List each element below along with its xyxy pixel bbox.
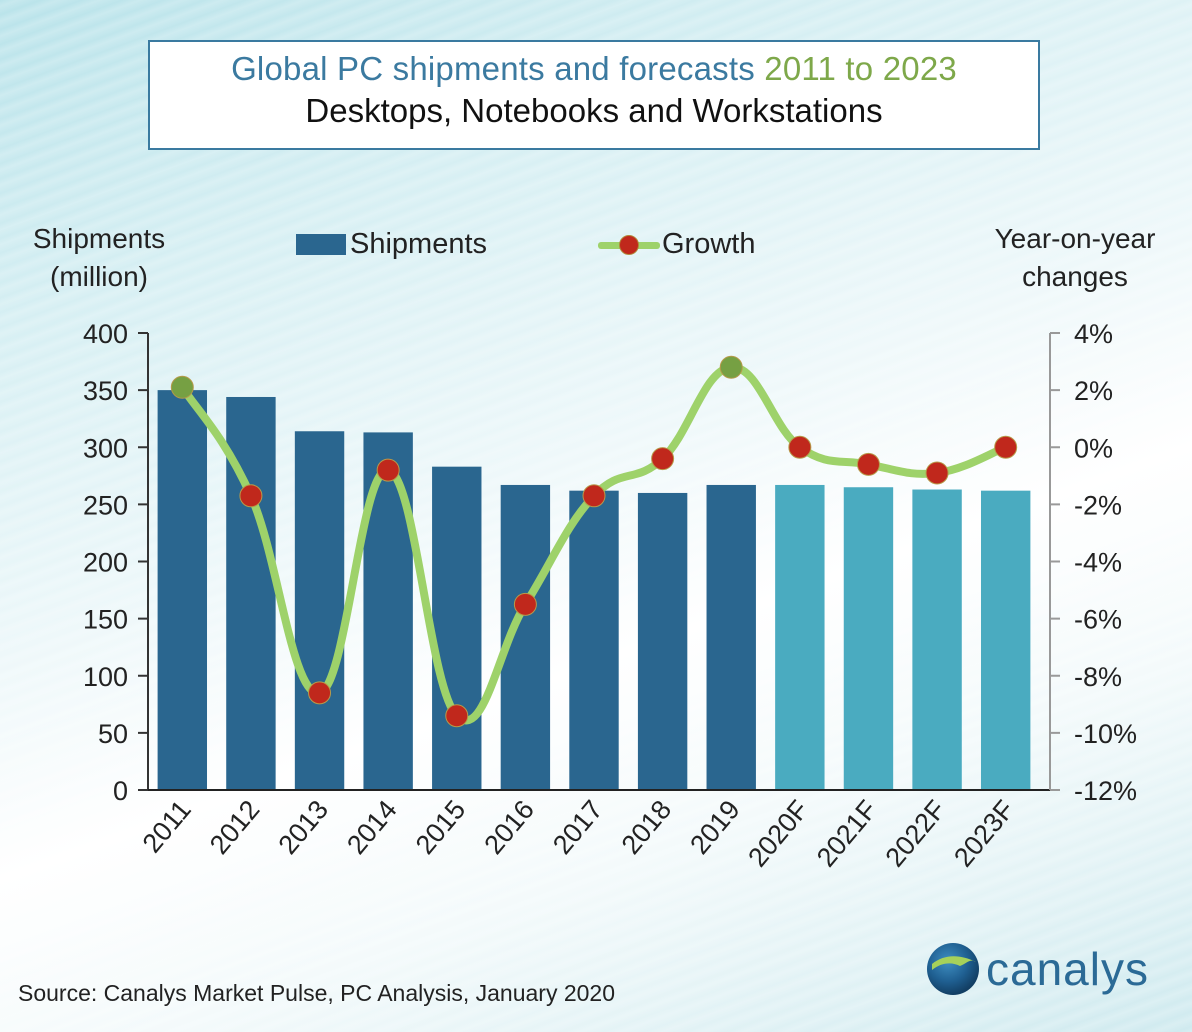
- legend-item-growth: Growth: [598, 228, 755, 261]
- left-tick-label: 100: [83, 662, 128, 692]
- right-tick-label: -2%: [1074, 490, 1122, 520]
- x-tick-label: 2020F: [742, 795, 814, 873]
- left-tick-label: 150: [83, 605, 128, 635]
- left-tick-label: 350: [83, 376, 128, 406]
- x-tick-label: 2021F: [811, 795, 883, 873]
- right-axis-title-line1: Year-on-year: [994, 223, 1156, 254]
- right-tick-label: 2%: [1074, 376, 1113, 406]
- left-axis-title-line2: (million): [50, 261, 148, 292]
- x-tick-label: 2015: [410, 795, 472, 860]
- left-axis-title-line1: Shipments: [32, 223, 166, 254]
- right-tick-label: 0%: [1074, 433, 1113, 463]
- x-tick-label: 2023F: [948, 795, 1020, 873]
- growth-marker-2023f: [994, 435, 1018, 459]
- left-tick-label: 400: [83, 319, 128, 349]
- x-tick-label: 2019: [684, 795, 746, 860]
- x-tick-label: 2017: [547, 795, 609, 860]
- legend-item-shipments: Shipments: [296, 228, 487, 261]
- right-tick-label: -4%: [1074, 548, 1122, 578]
- bar-2020f: [775, 484, 825, 790]
- bar-2019: [706, 484, 756, 790]
- bar-2021f: [843, 487, 894, 790]
- chart-title-main: Global PC shipments and forecasts: [231, 50, 755, 87]
- bar-2023f: [980, 490, 1031, 790]
- x-tick-labels: 2011 2012 2013 2014 2015 2016 2017 2018 20192020…: [137, 795, 1021, 873]
- chart-title: Global PC shipments and forecasts 2011 t…: [150, 50, 1038, 88]
- left-axis-title: Shipments (million): [14, 220, 184, 296]
- growth-line-layer: [170, 355, 1018, 728]
- bar-2013: [294, 431, 345, 790]
- growth-marker-2013: [308, 681, 332, 705]
- growth-marker-2017: [582, 484, 606, 508]
- right-axis-title: Year-on-year changes: [965, 220, 1185, 296]
- x-tick-label: 2014: [341, 795, 403, 860]
- axes-layer: 0 50 100 150 200 250 300 350 400 -12% -10% -8% -6% -4…: [83, 319, 1137, 806]
- chart-title-years: 2011 to 2023: [764, 50, 957, 87]
- growth-marker-2019: [719, 355, 743, 379]
- left-tick-label: 200: [83, 548, 128, 578]
- legend-marker-dot: [619, 234, 639, 255]
- legend-label-growth: Growth: [662, 228, 756, 260]
- growth-marker-2018: [651, 447, 675, 471]
- chart-subtitle: Desktops, Notebooks and Workstations: [305, 92, 883, 129]
- x-tick-label: 2016: [478, 795, 540, 860]
- x-tick-label: 2013: [273, 795, 335, 860]
- growth-marker-2012: [239, 484, 263, 508]
- left-tick-label: 300: [83, 433, 128, 463]
- legend-line-swatch: [598, 234, 660, 256]
- right-tick-label: -6%: [1074, 605, 1122, 635]
- legend-bar-swatch: [296, 234, 346, 255]
- bar-2011: [157, 390, 208, 790]
- right-tick-label: -8%: [1074, 662, 1122, 692]
- bar-2022f: [912, 489, 962, 790]
- growth-marker-2011: [170, 375, 194, 399]
- x-tick-label: 2012: [204, 795, 266, 860]
- logo-text: canalys: [986, 943, 1149, 995]
- right-tick-label: 4%: [1074, 319, 1113, 349]
- x-tick-label: 2022F: [879, 795, 951, 873]
- right-tick-label: -12%: [1074, 776, 1137, 806]
- growth-marker-2014: [376, 458, 400, 482]
- right-tick-label: -10%: [1074, 719, 1137, 749]
- legend-label-shipments: Shipments: [350, 228, 488, 260]
- growth-marker-2015: [445, 704, 469, 728]
- canalys-logo: canalys: [926, 942, 1149, 996]
- x-tick-label: 2018: [616, 795, 678, 860]
- bars-layer: [157, 390, 1031, 790]
- chart-title-box: Global PC shipments and forecasts 2011 t…: [148, 40, 1040, 150]
- right-axis-title-line2: changes: [1022, 261, 1128, 292]
- growth-marker-2022f: [925, 461, 949, 485]
- left-tick-label: 50: [98, 719, 128, 749]
- growth-marker-2016: [513, 592, 537, 616]
- left-tick-label: 250: [83, 490, 128, 520]
- source-note: Source: Canalys Market Pulse, PC Analysi…: [18, 980, 616, 1006]
- left-tick-label: 0: [113, 776, 128, 806]
- x-tick-label: 2011: [137, 795, 197, 859]
- growth-marker-2021f: [856, 452, 880, 476]
- bar-2015: [432, 466, 482, 790]
- globe-icon: [927, 943, 979, 995]
- growth-marker-2020f: [788, 435, 812, 459]
- bar-2018: [637, 492, 688, 790]
- bar-2017: [569, 490, 619, 790]
